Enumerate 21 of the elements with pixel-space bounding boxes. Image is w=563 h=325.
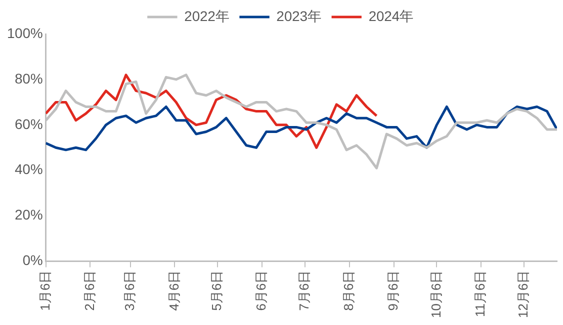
x-tick-label: 2月6日 [82,270,97,311]
x-tick-label: 12月6日 [516,270,531,318]
x-tick-label: 1月6日 [37,270,52,311]
y-tick-label: 100% [6,24,43,41]
x-tick-label: 10月6日 [428,270,444,318]
x-tick-label: 7月6日 [296,270,312,311]
legend-label: 2022年 [184,8,230,24]
y-tick-label: 80% [14,70,43,86]
x-tick-label: 6月6日 [254,270,269,311]
x-tick-label: 4月6日 [166,270,182,311]
x-tick-label: 8月6日 [340,270,356,311]
legend-label: 2024年 [368,8,414,24]
y-tick-label: 20% [14,206,43,223]
x-tick-label: 9月6日 [385,270,400,311]
x-tick-label: 3月6日 [122,270,137,311]
y-tick-label: 40% [14,161,43,178]
x-tick-label: 5月6日 [209,270,224,311]
legend-label: 2023年 [276,8,322,24]
y-tick-label: 0% [22,252,43,268]
x-tick-label: 11月6日 [472,270,488,318]
y-tick-label: 60% [14,116,43,132]
